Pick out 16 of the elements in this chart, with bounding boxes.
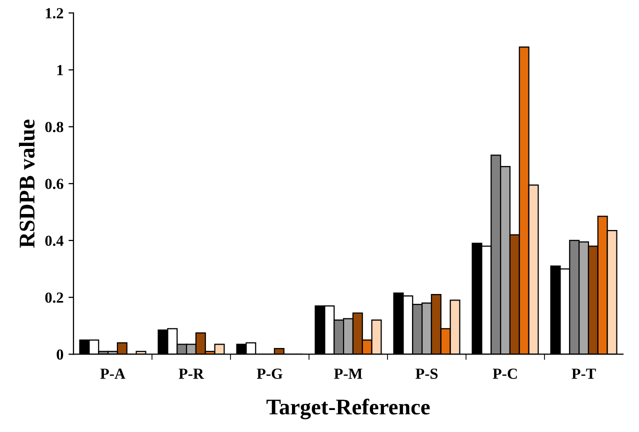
y-tick-label: 0.2 (45, 292, 64, 303)
x-tick-label: P-A (100, 368, 126, 379)
x-tick-label: P-T (572, 368, 596, 379)
x-tick-label: P-R (178, 368, 204, 379)
x-axis-title: Target-Reference (266, 398, 430, 420)
y-tick-label: 0 (56, 349, 64, 360)
x-tick-label: P-G (256, 368, 282, 379)
y-tick-label: 0.4 (45, 236, 64, 246)
x-tick-label: P-S (416, 368, 438, 379)
y-tick-label: 0.6 (45, 178, 64, 190)
y-tick-label: 1 (57, 65, 63, 76)
y-axis-title: RSDPB value (18, 120, 35, 248)
y-tick-label: 1.2 (46, 8, 64, 18)
y-tick-label: 0.8 (45, 122, 64, 132)
x-tick-label: P-M (334, 368, 362, 379)
x-tick-label: P-C (492, 368, 517, 379)
